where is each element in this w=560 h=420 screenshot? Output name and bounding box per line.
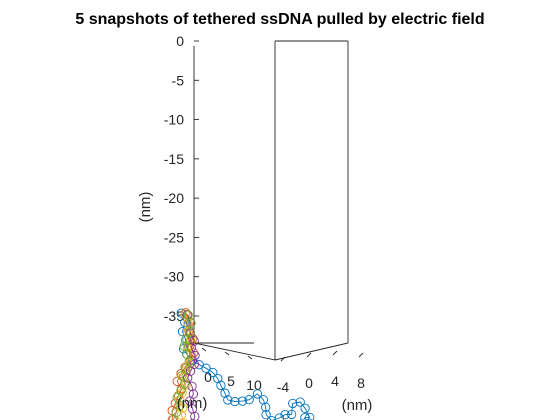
series-layer [143, 309, 314, 420]
y-tick-label: 8 [357, 375, 365, 391]
axis-box-left [194, 41, 275, 360]
z-tick-label: -25 [164, 229, 184, 245]
y-tick-mark [307, 353, 311, 357]
y-axis-ticks: -4 0 4 8 [277, 351, 365, 395]
z-tick-label: -10 [164, 112, 184, 128]
y-tick-mark [333, 351, 337, 355]
y-tick-mark [281, 357, 285, 361]
z-tick-label: 0 [176, 33, 184, 49]
x-axis-ticks: 0 5 10 [202, 348, 262, 393]
y-tick-label: -4 [277, 379, 290, 395]
chart-title: 5 snapshots of tethered ssDNA pulled by … [75, 11, 484, 28]
z-tick-label: -35 [164, 308, 184, 324]
z-tick-label: -30 [164, 269, 184, 285]
y-axis-label: (nm) [342, 397, 373, 414]
z-tick-label: -20 [164, 190, 184, 206]
x-axis-label: (nm) [177, 395, 208, 412]
y-tick-mark [359, 353, 363, 357]
x-tick-label: 5 [227, 373, 235, 389]
y-tick-label: 0 [305, 375, 313, 391]
x-tick-mark [225, 352, 229, 355]
x-tick-mark [248, 356, 252, 359]
x-tick-mark [202, 348, 206, 351]
axes-box [194, 41, 348, 360]
z-tick-label: -5 [172, 72, 185, 88]
z-tick-label: -15 [164, 151, 184, 167]
y-tick-label: 4 [331, 373, 339, 389]
z-axis-label: (nm) [137, 192, 154, 223]
